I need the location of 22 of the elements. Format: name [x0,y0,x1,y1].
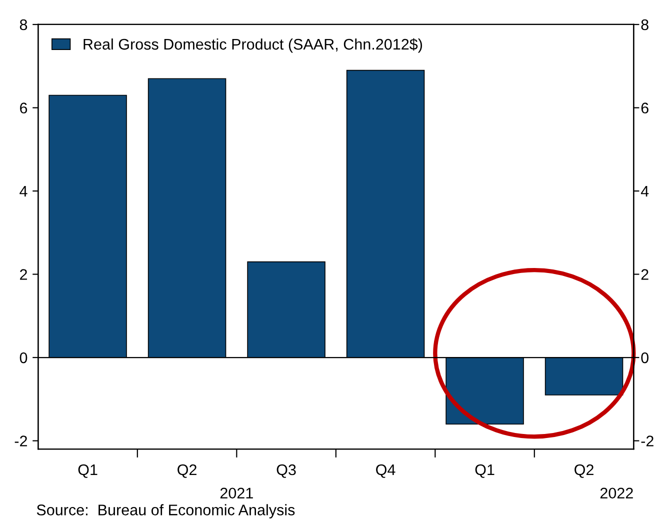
y-tick-label: 4 [20,186,28,197]
x-tick-label: Q1 [78,464,98,478]
y-tick-label: -2 [14,436,27,446]
y-tick-label: 6 [20,102,28,114]
legend-label: Real Gross Domestic Product (SAAR, Chn.2012$) [84,38,422,53]
x-tick-label: Q4 [376,464,396,478]
y-tick-label: 0 [20,352,28,364]
text: 2021 [220,488,253,499]
y2-tick-label: 2 [641,269,648,280]
y2-tick-label: 0 [641,352,648,364]
x-tick-label: Q2 [574,464,594,478]
y2-tick-label: -2 [641,436,654,446]
x-tick-label: Q3 [276,464,296,478]
y-tick-label: 2 [20,269,27,280]
y2-tick-label: 8 [641,19,648,30]
y2-tick-label: 4 [640,186,649,197]
y2-tick-label: 6 [641,102,648,114]
x-tick-label: Q1 [475,464,494,478]
text: 2022 [600,488,633,499]
y-tick-label: 8 [20,19,28,30]
x-tick-label: Q2 [178,464,196,478]
source-note: Source: Bureau of Economic Analysis [36,504,295,518]
